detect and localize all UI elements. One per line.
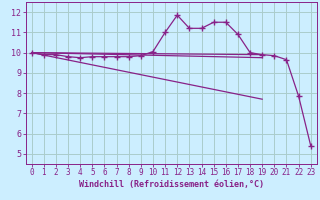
- X-axis label: Windchill (Refroidissement éolien,°C): Windchill (Refroidissement éolien,°C): [79, 180, 264, 189]
